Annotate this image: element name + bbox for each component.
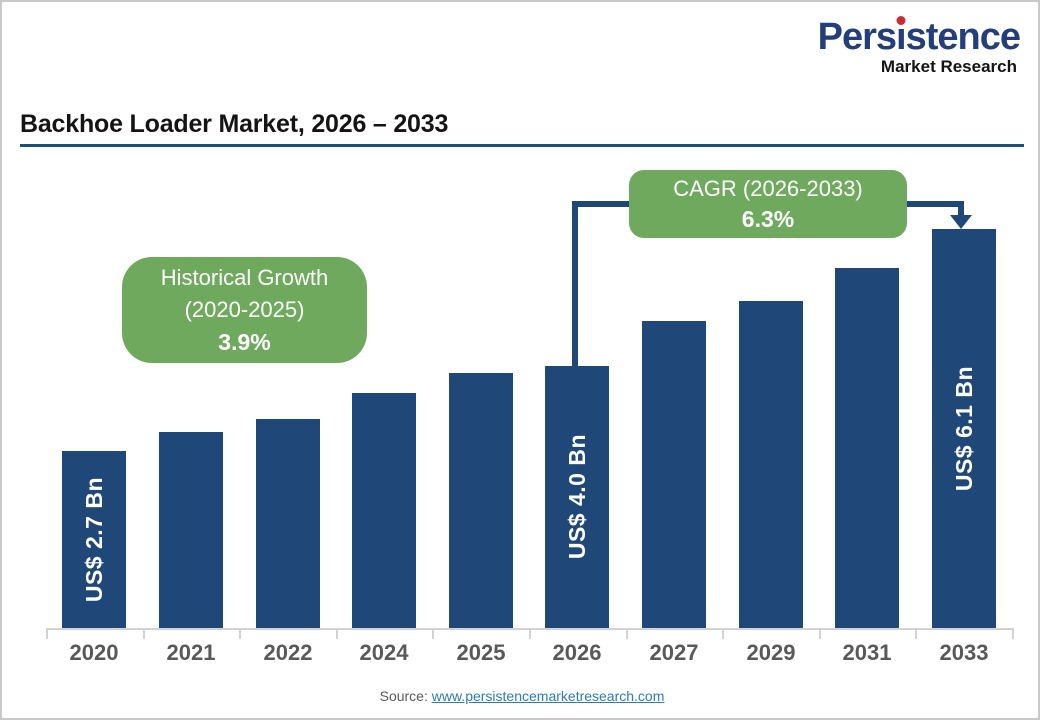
- bar-2029: [739, 301, 803, 628]
- historical-growth-period: (2020-2025): [184, 297, 305, 322]
- cagr-connector-right-horizontal: [907, 201, 964, 207]
- x-axis-label-2033: 2033: [939, 640, 989, 665]
- x-axis-tick: [529, 628, 531, 639]
- brand-logo: Pers ıstence Market Research: [817, 16, 1021, 76]
- x-axis-label-2029: 2029: [746, 640, 796, 665]
- historical-growth-value: 3.9%: [218, 329, 271, 355]
- x-axis-tick: [239, 628, 241, 639]
- x-axis-label-2020: 2020: [69, 640, 119, 665]
- brand-logo-subtitle: Market Research: [880, 57, 1017, 76]
- source-prefix: Source:: [379, 688, 432, 704]
- x-axis-label-2021: 2021: [166, 640, 216, 665]
- x-axis-tick: [626, 628, 628, 639]
- bar-2033: US$ 6.1 Bn: [932, 229, 996, 628]
- page-title: Backhoe Loader Market, 2026 – 2033: [20, 110, 449, 138]
- cagr-callout: CAGR (2026-2033) 6.3%: [629, 170, 907, 238]
- x-axis-tick: [722, 628, 724, 639]
- source-line: Source: www.persistencemarketresearch.co…: [2, 688, 1038, 704]
- logo-letter-i: ı: [896, 16, 907, 58]
- cagr-connector-left-horizontal: [572, 201, 630, 207]
- x-axis-tick: [1012, 628, 1014, 639]
- logo-text-pre: Pers: [817, 16, 897, 58]
- brand-logo-wordmark: Pers ıstence: [817, 16, 1021, 58]
- bar-value-label-2020: US$ 2.7 Bn: [80, 476, 107, 603]
- historical-growth-label: Historical Growth: [160, 265, 329, 290]
- cagr-value: 6.3%: [741, 206, 795, 232]
- x-axis-label-2031: 2031: [842, 640, 892, 665]
- x-axis-label-2027: 2027: [649, 640, 699, 665]
- bar-2020: US$ 2.7 Bn: [62, 451, 126, 628]
- cagr-connector-right-vertical: [958, 201, 964, 215]
- cagr-arrow-down-icon: [950, 215, 972, 229]
- bar-2022: [256, 419, 320, 628]
- cagr-connector-left-vertical: [572, 201, 578, 366]
- x-axis-label-2025: 2025: [456, 640, 506, 665]
- title-underline: [20, 144, 1024, 147]
- x-axis-label-2024: 2024: [359, 640, 409, 665]
- x-axis-tick: [915, 628, 917, 639]
- logo-text-post: stence: [905, 16, 1021, 58]
- logo-red-dot-icon: [896, 16, 906, 25]
- historical-growth-callout: Historical Growth (2020-2025) 3.9%: [122, 257, 367, 363]
- x-axis-tick: [46, 628, 48, 639]
- x-axis-tick: [432, 628, 434, 639]
- source-link[interactable]: www.persistencemarketresearch.com: [431, 688, 665, 704]
- bar-value-label-2033: US$ 6.1 Bn: [950, 365, 977, 492]
- bar-2026: US$ 4.0 Bn: [545, 366, 609, 628]
- bar-2021: [159, 432, 223, 628]
- bar-2027: [642, 321, 706, 628]
- bar-value-label-2026: US$ 4.0 Bn: [563, 434, 590, 560]
- x-axis-tick: [819, 628, 821, 639]
- bar-2025: [449, 373, 513, 628]
- bar-2024: [352, 393, 416, 628]
- cagr-label: CAGR (2026-2033): [673, 176, 863, 201]
- bar-2031: [835, 268, 899, 628]
- x-axis-label-2026: 2026: [552, 640, 602, 665]
- x-axis-tick: [336, 628, 338, 639]
- x-axis-tick: [143, 628, 145, 639]
- x-axis-label-2022: 2022: [263, 640, 313, 665]
